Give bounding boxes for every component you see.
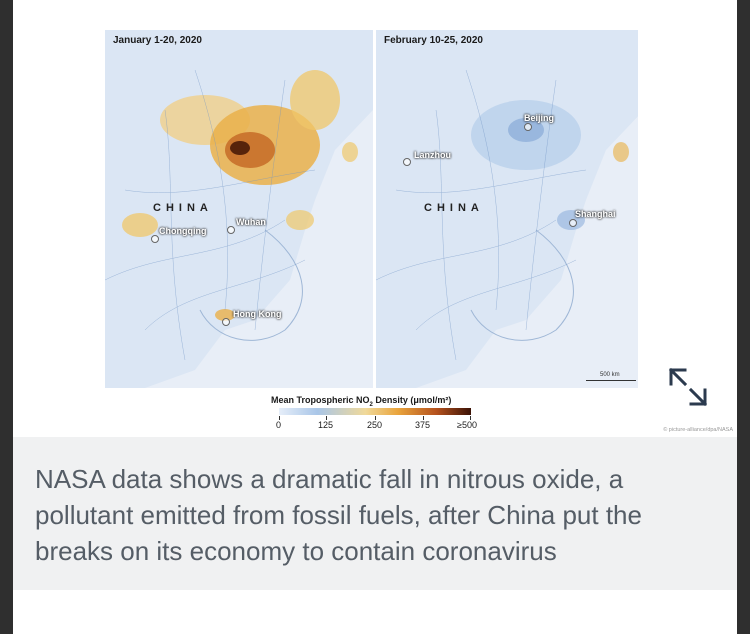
- legend-color-scale: [279, 408, 471, 415]
- city-label-beijing: Beijing: [524, 113, 555, 123]
- city-label-wuhan: Wuhan: [236, 217, 266, 227]
- city-marker-hong-kong: [222, 318, 230, 326]
- caption-box: NASA data shows a dramatic fall in nitro…: [13, 437, 737, 590]
- legend-tick-label: 125: [318, 420, 334, 430]
- no2-figure: January 1-20, 2020 CHINA Chongqing Wuhan…: [13, 0, 737, 437]
- page-edge-left: [0, 0, 13, 634]
- city-marker-lanzhou: [403, 158, 411, 166]
- image-caption: NASA data shows a dramatic fall in nitro…: [35, 464, 642, 566]
- legend-tick-mark: [326, 416, 327, 420]
- legend-tick-label: 0: [276, 420, 282, 430]
- map-february-title: February 10-25, 2020: [384, 35, 483, 46]
- article-card: January 1-20, 2020 CHINA Chongqing Wuhan…: [13, 0, 737, 634]
- scale-bar: [586, 380, 636, 381]
- legend-tick-mark: [423, 416, 424, 420]
- image-credit: © picture-alliance/dpa/NASA: [663, 427, 733, 433]
- map-february: February 10-25, 2020 CHINA Beijing Lanzh…: [376, 30, 644, 388]
- city-marker-shanghai: [569, 219, 577, 227]
- page-edge-right: [737, 0, 750, 634]
- city-label-hong-kong: Hong Kong: [233, 309, 282, 319]
- map-february-graphic: [376, 30, 644, 388]
- city-label-chongqing: Chongqing: [159, 226, 207, 236]
- country-label-china-left: CHINA: [153, 202, 213, 214]
- expand-arrows-icon: [668, 367, 708, 407]
- legend-tick-mark: [375, 416, 376, 420]
- city-label-shanghai: Shanghai: [575, 209, 616, 219]
- legend-tick-label: ≥500: [457, 420, 477, 430]
- legend-tick-mark: [470, 416, 471, 420]
- city-marker-beijing: [524, 123, 532, 131]
- legend-tick-mark: [279, 416, 280, 420]
- expand-button[interactable]: [667, 366, 709, 408]
- legend-tick-label: 375: [415, 420, 431, 430]
- map-january: January 1-20, 2020 CHINA Chongqing Wuhan…: [105, 30, 373, 388]
- legend-title: Mean Tropospheric NO2 Density (μmol/m²): [271, 395, 452, 408]
- map-january-title: January 1-20, 2020: [113, 35, 202, 46]
- scale-label: 500 km: [600, 372, 620, 378]
- city-marker-chongqing: [151, 235, 159, 243]
- legend-tick-label: 250: [367, 420, 383, 430]
- map-january-graphic: [105, 30, 373, 388]
- city-label-lanzhou: Lanzhou: [414, 150, 451, 160]
- country-label-china-right: CHINA: [424, 202, 484, 214]
- city-marker-wuhan: [227, 226, 235, 234]
